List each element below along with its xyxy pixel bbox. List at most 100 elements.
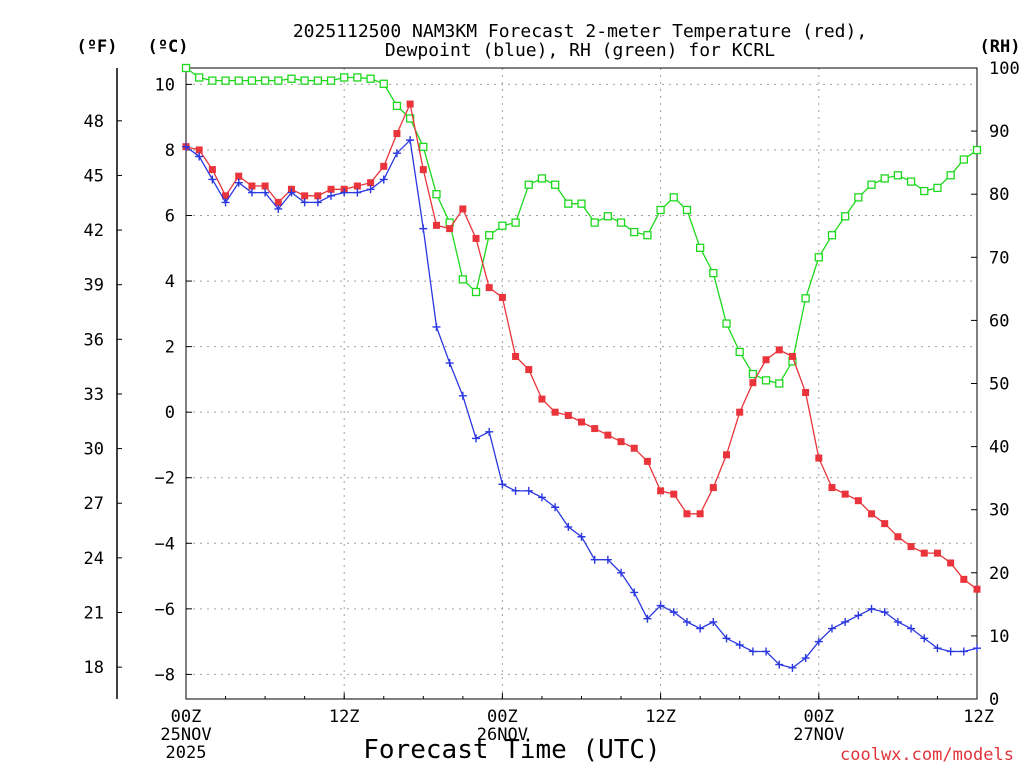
data-point bbox=[815, 454, 823, 462]
data-point bbox=[762, 647, 771, 656]
data-point bbox=[670, 490, 678, 498]
data-point bbox=[841, 490, 849, 498]
data-point bbox=[314, 192, 322, 200]
data-point bbox=[893, 617, 902, 626]
f-tick-label: 33 bbox=[84, 385, 104, 405]
data-point bbox=[868, 510, 876, 518]
c-tick-label: 4 bbox=[165, 272, 175, 292]
data-point bbox=[498, 221, 507, 230]
data-point bbox=[234, 178, 243, 187]
f-tick-label: 48 bbox=[84, 112, 104, 132]
data-point bbox=[788, 663, 797, 672]
data-point bbox=[604, 431, 612, 439]
grid-layer bbox=[185, 68, 978, 699]
series-dewpoint bbox=[182, 136, 981, 672]
data-point bbox=[445, 359, 454, 368]
data-point bbox=[234, 76, 243, 85]
data-point bbox=[353, 73, 362, 82]
data-point bbox=[867, 604, 876, 613]
x-tick-date: 26NOV bbox=[477, 725, 528, 745]
data-point bbox=[643, 231, 652, 240]
f-tick-label: 45 bbox=[84, 166, 104, 186]
c-tick-label: 6 bbox=[165, 207, 175, 227]
f-tick-label: 27 bbox=[84, 494, 104, 514]
data-point bbox=[960, 575, 968, 583]
data-point bbox=[512, 352, 520, 360]
data-point bbox=[379, 79, 388, 88]
data-point bbox=[841, 212, 850, 221]
c-tick-label: −2 bbox=[155, 469, 175, 489]
data-point bbox=[775, 660, 784, 669]
data-point bbox=[854, 611, 863, 620]
f-tick-label: 39 bbox=[84, 276, 104, 296]
data-point bbox=[723, 451, 731, 459]
data-point bbox=[709, 484, 717, 492]
celsius-axis-label: (ºC) bbox=[148, 37, 189, 57]
data-point bbox=[367, 179, 375, 187]
data-point bbox=[696, 510, 704, 518]
c-tick-label: −4 bbox=[155, 534, 175, 554]
data-point bbox=[748, 369, 758, 379]
data-point bbox=[195, 152, 204, 161]
data-point bbox=[906, 177, 916, 186]
data-point bbox=[683, 510, 691, 518]
axes-layer: 1086420−2−4−6−84845423936333027242118100… bbox=[84, 59, 1020, 763]
data-point bbox=[313, 198, 322, 207]
f-tick-label: 18 bbox=[84, 658, 104, 678]
data-point bbox=[814, 253, 823, 262]
data-point bbox=[248, 182, 256, 190]
data-point bbox=[300, 76, 309, 85]
data-point bbox=[617, 438, 625, 446]
data-point bbox=[419, 224, 428, 233]
data-point bbox=[959, 155, 968, 164]
data-point bbox=[722, 319, 731, 328]
data-point bbox=[616, 218, 626, 227]
data-point bbox=[393, 130, 401, 138]
series-layer bbox=[181, 63, 982, 672]
data-point bbox=[630, 588, 639, 597]
data-point bbox=[340, 73, 349, 82]
data-point bbox=[366, 185, 375, 194]
data-point bbox=[366, 74, 375, 83]
data-point bbox=[564, 411, 572, 419]
data-point bbox=[340, 188, 349, 197]
c-tick-label: 10 bbox=[155, 75, 175, 95]
data-point bbox=[973, 644, 981, 653]
data-point bbox=[551, 503, 560, 512]
data-point bbox=[828, 484, 836, 492]
data-point bbox=[406, 100, 414, 108]
data-point bbox=[458, 275, 468, 284]
data-point bbox=[577, 532, 586, 541]
data-point bbox=[472, 234, 480, 242]
data-point bbox=[643, 614, 652, 623]
data-point bbox=[247, 188, 256, 197]
data-point bbox=[287, 188, 296, 197]
rh-tick-label: 80 bbox=[989, 185, 1009, 205]
data-point bbox=[735, 347, 744, 357]
data-point bbox=[261, 188, 270, 197]
series-rh bbox=[181, 63, 982, 388]
data-point bbox=[722, 634, 731, 643]
data-point bbox=[195, 73, 204, 82]
data-point bbox=[696, 243, 705, 252]
data-point bbox=[301, 192, 309, 200]
data-point bbox=[550, 180, 560, 189]
data-point bbox=[854, 497, 862, 505]
data-point bbox=[709, 268, 718, 278]
c-tick-label: −6 bbox=[155, 600, 175, 620]
data-point bbox=[669, 608, 678, 617]
data-point bbox=[880, 608, 889, 617]
data-point bbox=[221, 76, 230, 85]
data-point bbox=[564, 199, 573, 208]
data-point bbox=[907, 624, 916, 633]
data-point bbox=[261, 182, 269, 190]
data-point bbox=[511, 486, 520, 495]
data-point bbox=[630, 444, 638, 452]
data-point bbox=[749, 379, 757, 387]
data-point bbox=[603, 555, 612, 564]
x-tick-label: 00Z bbox=[487, 707, 518, 727]
data-point bbox=[208, 166, 216, 174]
data-point bbox=[762, 356, 770, 364]
data-point bbox=[353, 188, 362, 197]
